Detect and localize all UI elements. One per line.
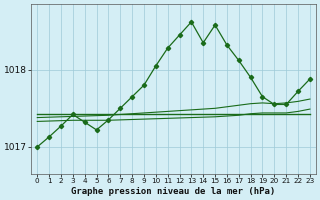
X-axis label: Graphe pression niveau de la mer (hPa): Graphe pression niveau de la mer (hPa): [71, 187, 276, 196]
